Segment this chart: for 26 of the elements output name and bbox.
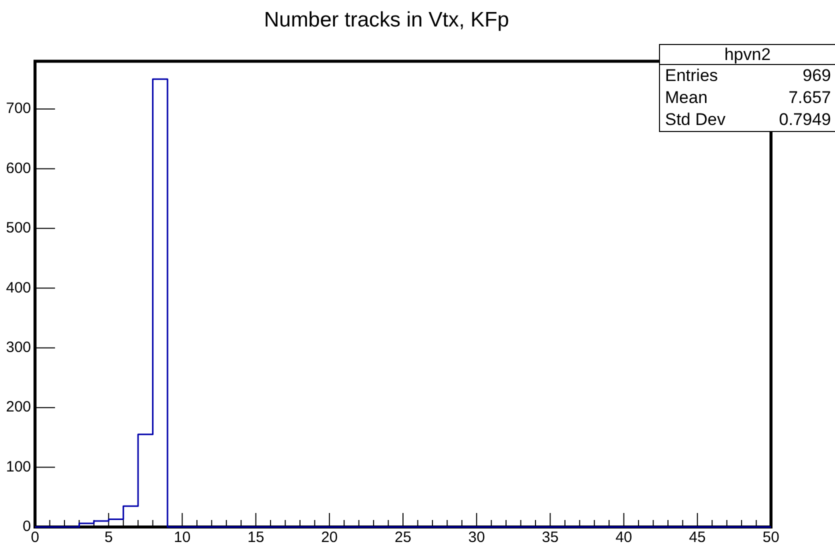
x-tick-label: 20 [321,529,338,546]
annotation: Entries [665,65,718,87]
x-tick-label: 10 [174,529,191,546]
y-tick-label: 400 [6,279,32,296]
x-tick-label: 25 [394,529,412,546]
annotation: hpvn2 [660,45,835,65]
y-tick-label: 0 [22,518,32,536]
annotation: Mean [665,87,708,109]
annotation: Std Dev [665,109,726,131]
y-tick-label: 200 [6,398,32,416]
x-tick-label: 15 [247,529,264,546]
text: 7.657 [788,87,831,109]
x-tick-label: 30 [468,529,485,546]
y-tick-label: 600 [6,160,32,177]
x-tick-label: 35 [542,529,559,546]
text: 969 [802,65,831,87]
y-tick-label: 100 [6,458,32,476]
x-tick-label: 40 [615,529,632,546]
y-tick-label: 700 [6,100,32,118]
x-tick-label: 50 [762,529,780,546]
chart-title: Number tracks in Vtx, KFp [264,8,510,32]
y-tick-label: 300 [6,338,32,356]
text: 0.7949 [779,109,831,131]
x-tick-label: 45 [689,529,706,546]
x-tick-label: 5 [104,529,113,546]
y-tick-label: 500 [6,220,32,237]
